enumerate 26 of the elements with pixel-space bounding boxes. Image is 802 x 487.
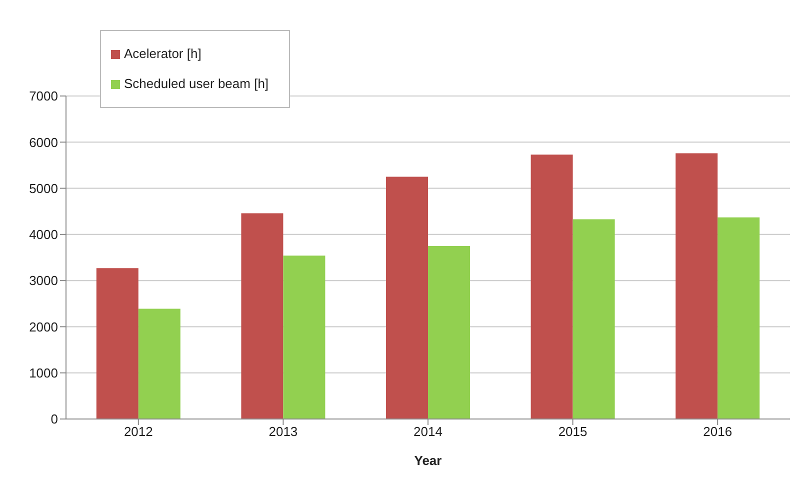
bar xyxy=(428,246,470,419)
bar xyxy=(138,308,180,419)
y-tick-label: 4000 xyxy=(29,227,58,242)
bar xyxy=(96,268,138,419)
x-tick-label: 2013 xyxy=(268,424,298,440)
y-tick-label: 5000 xyxy=(29,180,58,196)
x-axis-title: Year xyxy=(414,453,442,468)
legend-label: Scheduled user beam [h] xyxy=(124,76,269,91)
y-tick-label: 1000 xyxy=(29,365,58,380)
x-tick-label: 2014 xyxy=(414,424,442,440)
bar xyxy=(386,176,428,419)
y-tick-label: 2000 xyxy=(29,319,58,334)
bar xyxy=(676,153,718,419)
y-tick-label: 6000 xyxy=(29,134,58,150)
legend-label: Acelerator [h] xyxy=(124,46,202,61)
bar xyxy=(718,217,760,419)
bar xyxy=(241,213,284,419)
x-tick-label: 2016 xyxy=(703,424,732,440)
y-tick-label: 3000 xyxy=(29,273,58,288)
y-tick-label: 0 xyxy=(50,412,58,427)
bar xyxy=(283,256,326,419)
x-tick-label: 2012 xyxy=(124,424,153,440)
x-tick-label: 2015 xyxy=(558,424,588,440)
bar xyxy=(572,219,615,419)
bar xyxy=(530,154,573,419)
y-tick-label: 7000 xyxy=(29,88,58,104)
